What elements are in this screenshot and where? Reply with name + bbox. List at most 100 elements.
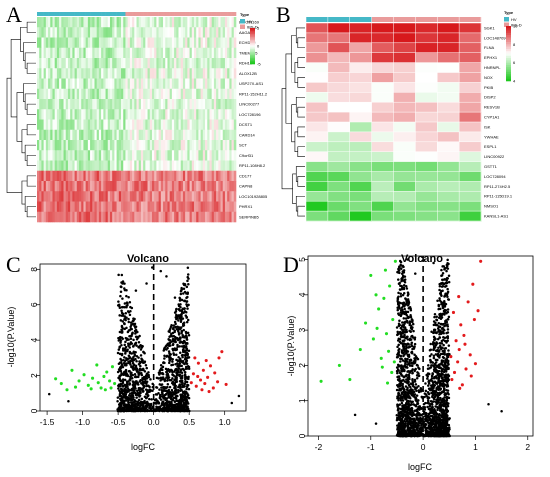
heatmap-cell [156,37,159,49]
heatmap-cell [138,129,142,141]
nonsig-point [128,334,131,338]
nonsig-point [123,409,126,412]
nonsig-point [175,307,178,311]
panel-label-b: B [276,2,291,27]
nonsig-point [117,300,120,303]
heatmap-cell [163,109,166,120]
heatmap-cell [229,37,232,49]
heatmap-cell [74,47,78,59]
heatmap-cell [67,109,71,120]
x-tick-label: -0.5 [111,417,126,427]
type-annotation-cell [54,12,58,16]
heatmap-cell [231,150,235,161]
color-scale-segment [506,37,511,41]
heatmap-cell [227,160,230,172]
heatmap-cell [145,129,148,141]
down-point [105,370,109,374]
nonsig-point [177,331,181,335]
heatmap-cell [198,150,201,161]
heatmap-cell [79,88,82,100]
heatmap-cell [43,140,47,151]
nonsig-point [140,358,144,362]
nonsig-point [132,401,135,404]
nonsig-point [404,362,407,365]
heatmap-cell [96,191,100,202]
heatmap-cell [415,92,438,103]
nonsig-point [408,364,412,367]
heatmap-cell [196,201,199,213]
heatmap-cell [132,17,135,28]
color-scale-segment [506,53,511,57]
heatmap-cell [176,160,179,172]
heatmap-cell [56,78,60,90]
heatmap-cell [92,27,95,38]
heatmap-cell [94,109,97,120]
nonsig-point [171,373,174,376]
heatmap-cell [205,201,208,213]
heatmap-cell [459,131,482,143]
heatmap-cell [154,211,157,223]
heatmap-cell [63,119,67,131]
heatmap-cell [96,109,100,120]
nonsig-point [178,337,182,340]
heatmap-cell [220,150,224,161]
heatmap-cell [154,150,157,161]
nonsig-point [173,330,176,334]
heatmap-cell [70,160,73,172]
nonsig-point [396,345,399,349]
heatmap-cell [134,191,137,202]
nonsig-point [184,380,187,384]
heatmap-cell [76,181,80,192]
heatmap-cell [187,181,190,192]
heatmap-cell [72,99,75,110]
heatmap-cell [134,68,137,79]
heatmap-cell [165,37,168,49]
heatmap-cell [59,47,62,59]
heatmap-cell [437,122,460,133]
nonsig-point [177,389,180,392]
heatmap-cell [92,211,95,223]
heatmap-cell [371,201,394,212]
heatmap-cell [191,129,195,141]
heatmap-cell [118,109,122,120]
type-annotation-cell [437,17,460,22]
heatmap-cell [171,78,175,90]
heatmap-cell [224,129,228,141]
heatmap-cell [231,58,235,69]
heatmap-cell [140,17,144,28]
heatmap-cell [74,129,78,141]
heatmap-cell [61,211,64,223]
heatmap-cell [43,88,47,100]
nonsig-point [176,359,180,363]
heatmap-cell [216,58,219,69]
heatmap-cell [87,150,91,161]
heatmap-row-label: ESPL1 [484,144,497,149]
heatmap-cell [167,181,170,192]
nonsig-point [154,398,158,401]
heatmap-cell [96,129,100,141]
heatmap-cell [196,17,199,28]
heatmap-cell [415,82,438,93]
heatmap-cell [143,58,146,69]
heatmap-cell [176,109,179,120]
heatmap-cell [138,170,142,182]
nonsig-point [180,310,184,314]
nonsig-point [119,285,123,288]
heatmap-cell [227,47,230,59]
heatmap-cell [123,191,126,202]
heatmap-cell [41,181,44,192]
heatmap-cell [72,17,75,28]
nonsig-point [138,334,141,338]
heatmap-cell [149,160,153,172]
heatmap-cell [327,52,351,63]
nonsig-point [402,317,406,320]
heatmap-cell [224,181,228,192]
heatmap-cell [63,88,67,100]
heatmap-cell [94,88,97,100]
y-tick-label: 6 [29,302,39,307]
heatmap-cell [193,140,197,151]
color-scale-segment [250,46,255,48]
type-annotation-cell [174,12,177,16]
nonsig-point [147,371,150,374]
heatmap-cell [65,191,69,202]
